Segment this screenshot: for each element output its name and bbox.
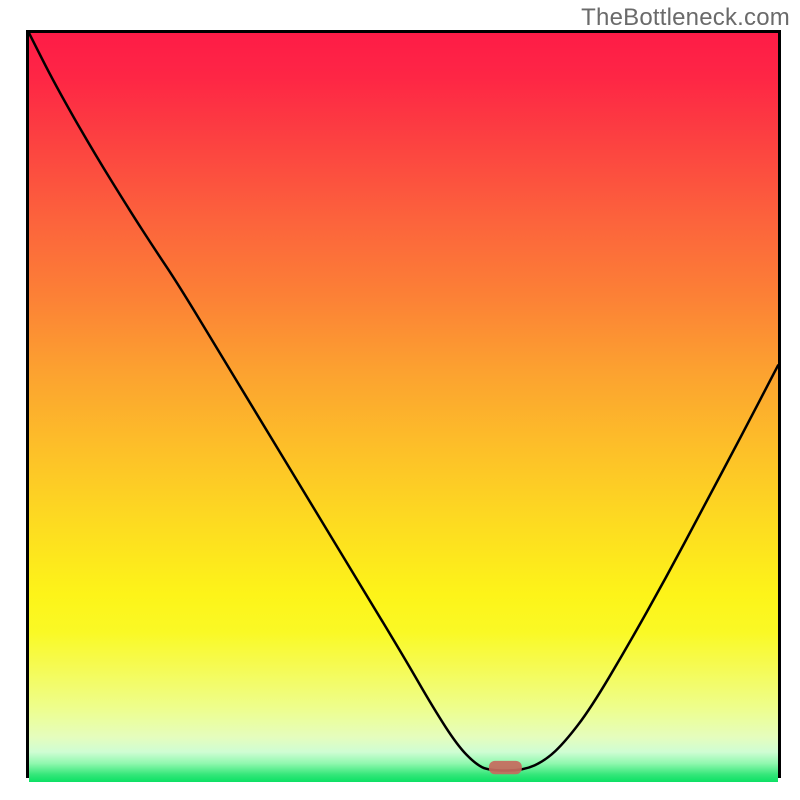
chart-overlay bbox=[29, 33, 778, 775]
bottleneck-curve bbox=[29, 33, 778, 771]
target-marker bbox=[489, 761, 522, 774]
watermark-text: TheBottleneck.com bbox=[581, 4, 790, 32]
chart-container bbox=[26, 30, 781, 778]
page-root: TheBottleneck.com bbox=[0, 0, 800, 800]
